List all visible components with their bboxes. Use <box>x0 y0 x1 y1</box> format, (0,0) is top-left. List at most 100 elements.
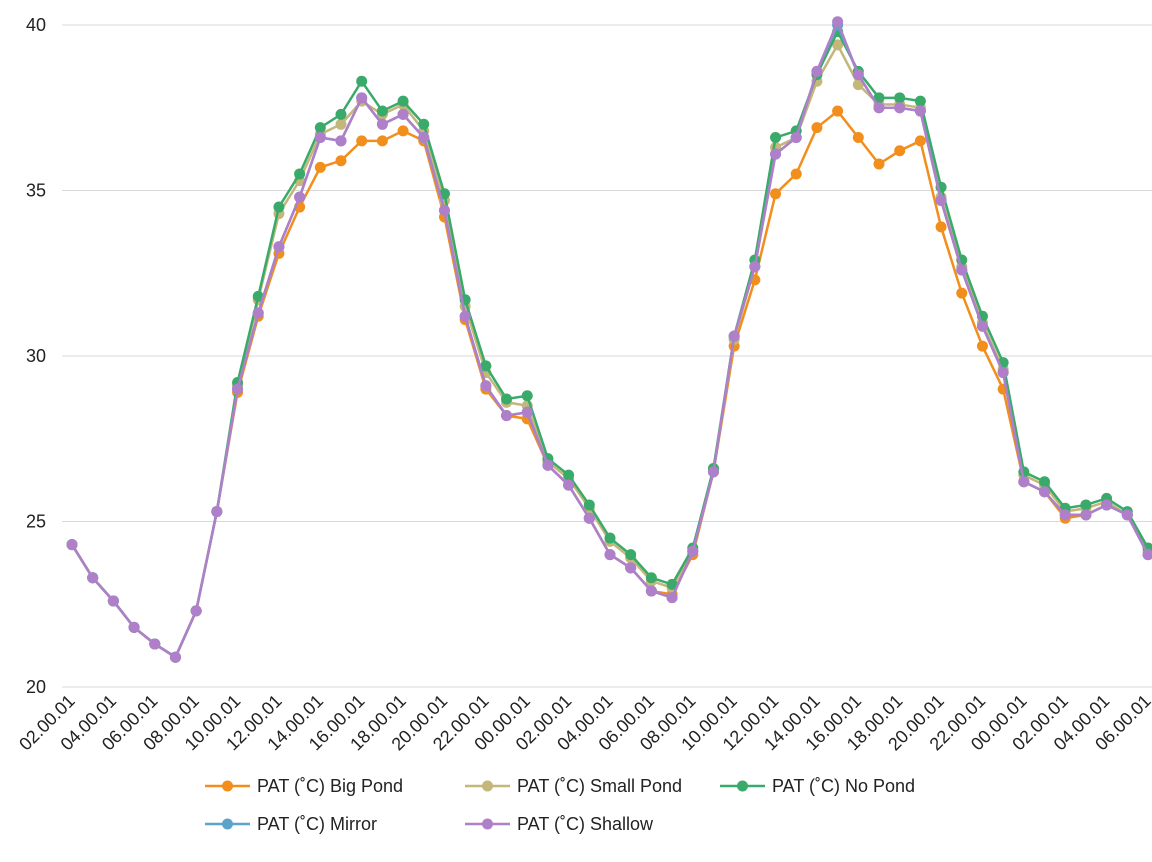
legend-marker <box>737 780 748 792</box>
data-point <box>811 65 823 77</box>
data-point <box>438 204 450 216</box>
data-point <box>273 241 285 253</box>
data-point <box>335 118 347 130</box>
y-tick-label: 40 <box>26 15 46 35</box>
data-point <box>666 578 678 590</box>
data-point <box>128 621 140 633</box>
data-point <box>728 330 740 342</box>
data-point <box>790 132 802 144</box>
data-point <box>894 145 906 157</box>
legend-label: PAT (˚C) Mirror <box>257 814 377 834</box>
data-point <box>397 125 409 137</box>
data-point <box>376 118 388 130</box>
data-point <box>190 605 202 617</box>
data-point <box>376 105 388 117</box>
data-point <box>583 512 595 524</box>
series-line <box>70 42 1150 660</box>
data-point <box>149 638 161 650</box>
data-point <box>356 75 368 87</box>
data-point <box>976 320 988 332</box>
legend-label: PAT (˚C) No Pond <box>772 776 915 796</box>
data-point <box>873 102 885 114</box>
data-point <box>707 466 719 478</box>
data-point <box>252 307 264 319</box>
data-point <box>770 148 782 160</box>
data-point <box>397 108 409 120</box>
data-point <box>894 92 906 104</box>
data-point <box>335 135 347 147</box>
data-point <box>314 132 326 144</box>
data-point <box>604 549 616 561</box>
data-point <box>914 105 926 117</box>
data-point <box>356 92 368 104</box>
data-point <box>956 264 968 276</box>
data-point <box>418 118 430 130</box>
data-point <box>749 261 761 273</box>
data-point <box>376 135 388 147</box>
data-point <box>66 539 78 551</box>
data-point <box>1039 476 1051 488</box>
data-point <box>604 532 616 544</box>
data-point <box>107 595 119 607</box>
data-point <box>1142 549 1152 561</box>
data-point <box>625 549 637 561</box>
data-point <box>852 132 864 144</box>
data-point <box>832 105 844 117</box>
data-point <box>501 393 513 405</box>
data-point <box>1080 509 1092 521</box>
data-point <box>542 459 554 471</box>
data-point <box>832 16 844 28</box>
data-point <box>169 651 181 663</box>
data-point <box>563 479 575 491</box>
series-line <box>70 21 1150 660</box>
data-point <box>956 287 968 299</box>
legend-marker <box>482 818 493 830</box>
data-point <box>935 194 947 206</box>
data-point <box>521 390 533 402</box>
legend-marker <box>222 818 233 830</box>
data-point <box>273 201 285 213</box>
data-point <box>935 221 947 233</box>
data-point <box>459 310 471 322</box>
data-point <box>770 188 782 200</box>
data-point <box>314 161 326 173</box>
data-point <box>294 191 306 203</box>
data-point <box>1121 509 1133 521</box>
data-point <box>232 383 244 395</box>
data-point <box>1080 499 1092 511</box>
legend-label: PAT (˚C) Small Pond <box>517 776 682 796</box>
data-point <box>852 79 864 91</box>
data-point <box>997 367 1009 379</box>
data-point <box>914 95 926 107</box>
data-point <box>418 132 430 144</box>
data-point <box>563 469 575 481</box>
data-point <box>87 572 99 584</box>
data-point <box>211 506 223 518</box>
data-point <box>790 168 802 180</box>
data-point <box>645 572 657 584</box>
data-point <box>397 95 409 107</box>
legend-marker <box>482 780 493 792</box>
data-point <box>894 102 906 114</box>
data-point <box>252 290 264 302</box>
data-point <box>480 380 492 392</box>
data-point <box>873 158 885 170</box>
data-point <box>501 410 513 422</box>
legend-marker <box>222 780 233 792</box>
data-point <box>1101 499 1113 511</box>
data-point <box>666 592 678 604</box>
data-point <box>914 135 926 147</box>
data-point <box>335 155 347 167</box>
y-tick-label: 30 <box>26 346 46 366</box>
data-point <box>583 499 595 511</box>
data-point <box>480 360 492 372</box>
data-point <box>832 39 844 51</box>
data-point <box>294 168 306 180</box>
data-point <box>873 92 885 104</box>
y-tick-label: 20 <box>26 677 46 697</box>
data-point <box>852 69 864 81</box>
series-line <box>70 18 1150 660</box>
data-point <box>1018 476 1030 488</box>
y-tick-label: 35 <box>26 181 46 201</box>
